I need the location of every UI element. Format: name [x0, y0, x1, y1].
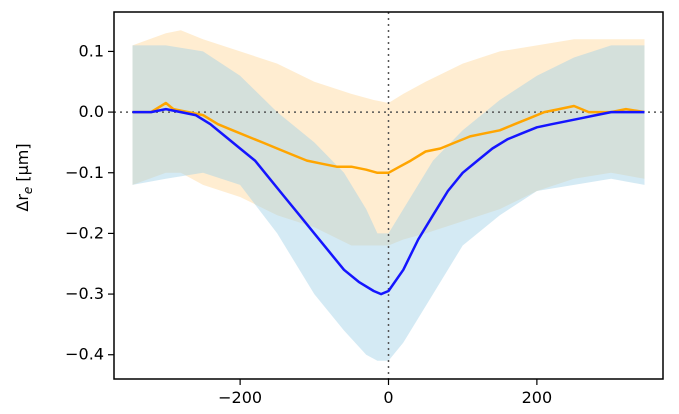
y-tick-label: 0.0: [79, 102, 104, 121]
x-tick-label: 200: [522, 388, 553, 407]
x-axis: −200 0 200: [218, 379, 552, 407]
y-tick-label: −0.4: [65, 345, 104, 364]
y-axis-label: Δre [μm]: [13, 143, 35, 211]
data-lines: [132, 101, 645, 296]
band-0: [132, 30, 645, 246]
x-tick-label: −200: [218, 388, 262, 407]
y-tick-label: −0.1: [65, 163, 104, 182]
y-tick-label: −0.2: [65, 223, 104, 242]
y-axis-label-main: Δr: [13, 194, 32, 212]
y-axis-label-subscript: e: [21, 187, 35, 194]
series-line-0: [132, 101, 645, 175]
y-tick-label: 0.1: [79, 41, 104, 60]
x-tick-label: 0: [383, 388, 393, 407]
y-axis: 0.1 0.0 −0.1 −0.2 −0.3 −0.4: [65, 41, 114, 364]
reference-lines: [114, 12, 663, 379]
series-line-1: [132, 107, 645, 296]
y-axis-label-unit: [μm]: [13, 143, 32, 186]
y-tick-label: −0.3: [65, 284, 104, 303]
